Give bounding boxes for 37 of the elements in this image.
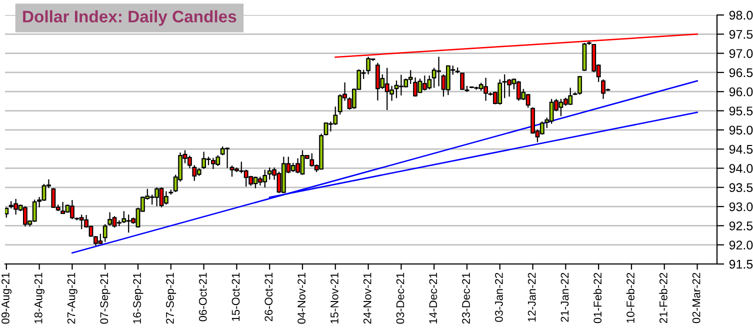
x-tick-label: 15-Oct-21 bbox=[232, 272, 240, 321]
x-tick-label: 21-Feb-22 bbox=[659, 272, 668, 324]
x-tick-label: 02-Mar-22 bbox=[692, 272, 700, 324]
x-tick-label: 09-Aug-21 bbox=[2, 272, 12, 324]
y-tick-label: 98.0 bbox=[729, 10, 753, 20]
x-tick-label: 03-Dec-21 bbox=[396, 272, 404, 324]
y-tick-label: 95.0 bbox=[729, 126, 753, 135]
x-tick-label: 15-Nov-21 bbox=[330, 272, 338, 324]
x-tick-label: 21-Jan-22 bbox=[560, 272, 569, 322]
x-tick-label: 03-Jan-22 bbox=[494, 272, 503, 322]
y-tick-label: 92.0 bbox=[729, 240, 753, 250]
x-tick-label: 24-Nov-21 bbox=[363, 272, 372, 324]
chart-title: Dollar Index: Daily Candles bbox=[23, 10, 236, 26]
y-tick-label: 93.0 bbox=[729, 202, 753, 212]
y-tick-label: 92.5 bbox=[729, 221, 753, 230]
x-tick-label: 14-Dec-21 bbox=[429, 272, 438, 324]
x-tick-label: 07-Sep-21 bbox=[100, 272, 110, 324]
x-tick-label: 10-Feb-22 bbox=[626, 272, 634, 323]
x-tick-label: 16-Sep-21 bbox=[133, 272, 144, 324]
x-tick-label: 27-Sep-21 bbox=[166, 272, 176, 324]
y-tick-label: 97.0 bbox=[729, 49, 753, 58]
x-tick-label: 23-Dec-21 bbox=[462, 272, 470, 324]
y-tick-label: 96.5 bbox=[729, 68, 753, 78]
x-tick-label: 01-Feb-22 bbox=[593, 272, 602, 324]
y-tick-label: 95.5 bbox=[729, 106, 753, 116]
y-tick-label: 91.5 bbox=[729, 260, 753, 269]
y-tick-label: 94.0 bbox=[729, 164, 753, 173]
x-tick-label: 26-Oct-21 bbox=[264, 272, 273, 322]
y-tick-label: 96.0 bbox=[729, 87, 753, 96]
y-tick-label: 93.5 bbox=[729, 183, 753, 192]
y-tick-label: 94.5 bbox=[729, 144, 753, 154]
y-tick-label: 97.5 bbox=[729, 30, 753, 39]
x-tick-label: 04-Nov-21 bbox=[298, 272, 306, 324]
x-tick-label: 12-Jan-22 bbox=[528, 272, 536, 322]
x-tick-label: 27-Aug-21 bbox=[67, 272, 78, 324]
x-tick-label: 18-Aug-21 bbox=[34, 272, 44, 324]
x-tick-label: 06-Oct-21 bbox=[198, 272, 207, 322]
